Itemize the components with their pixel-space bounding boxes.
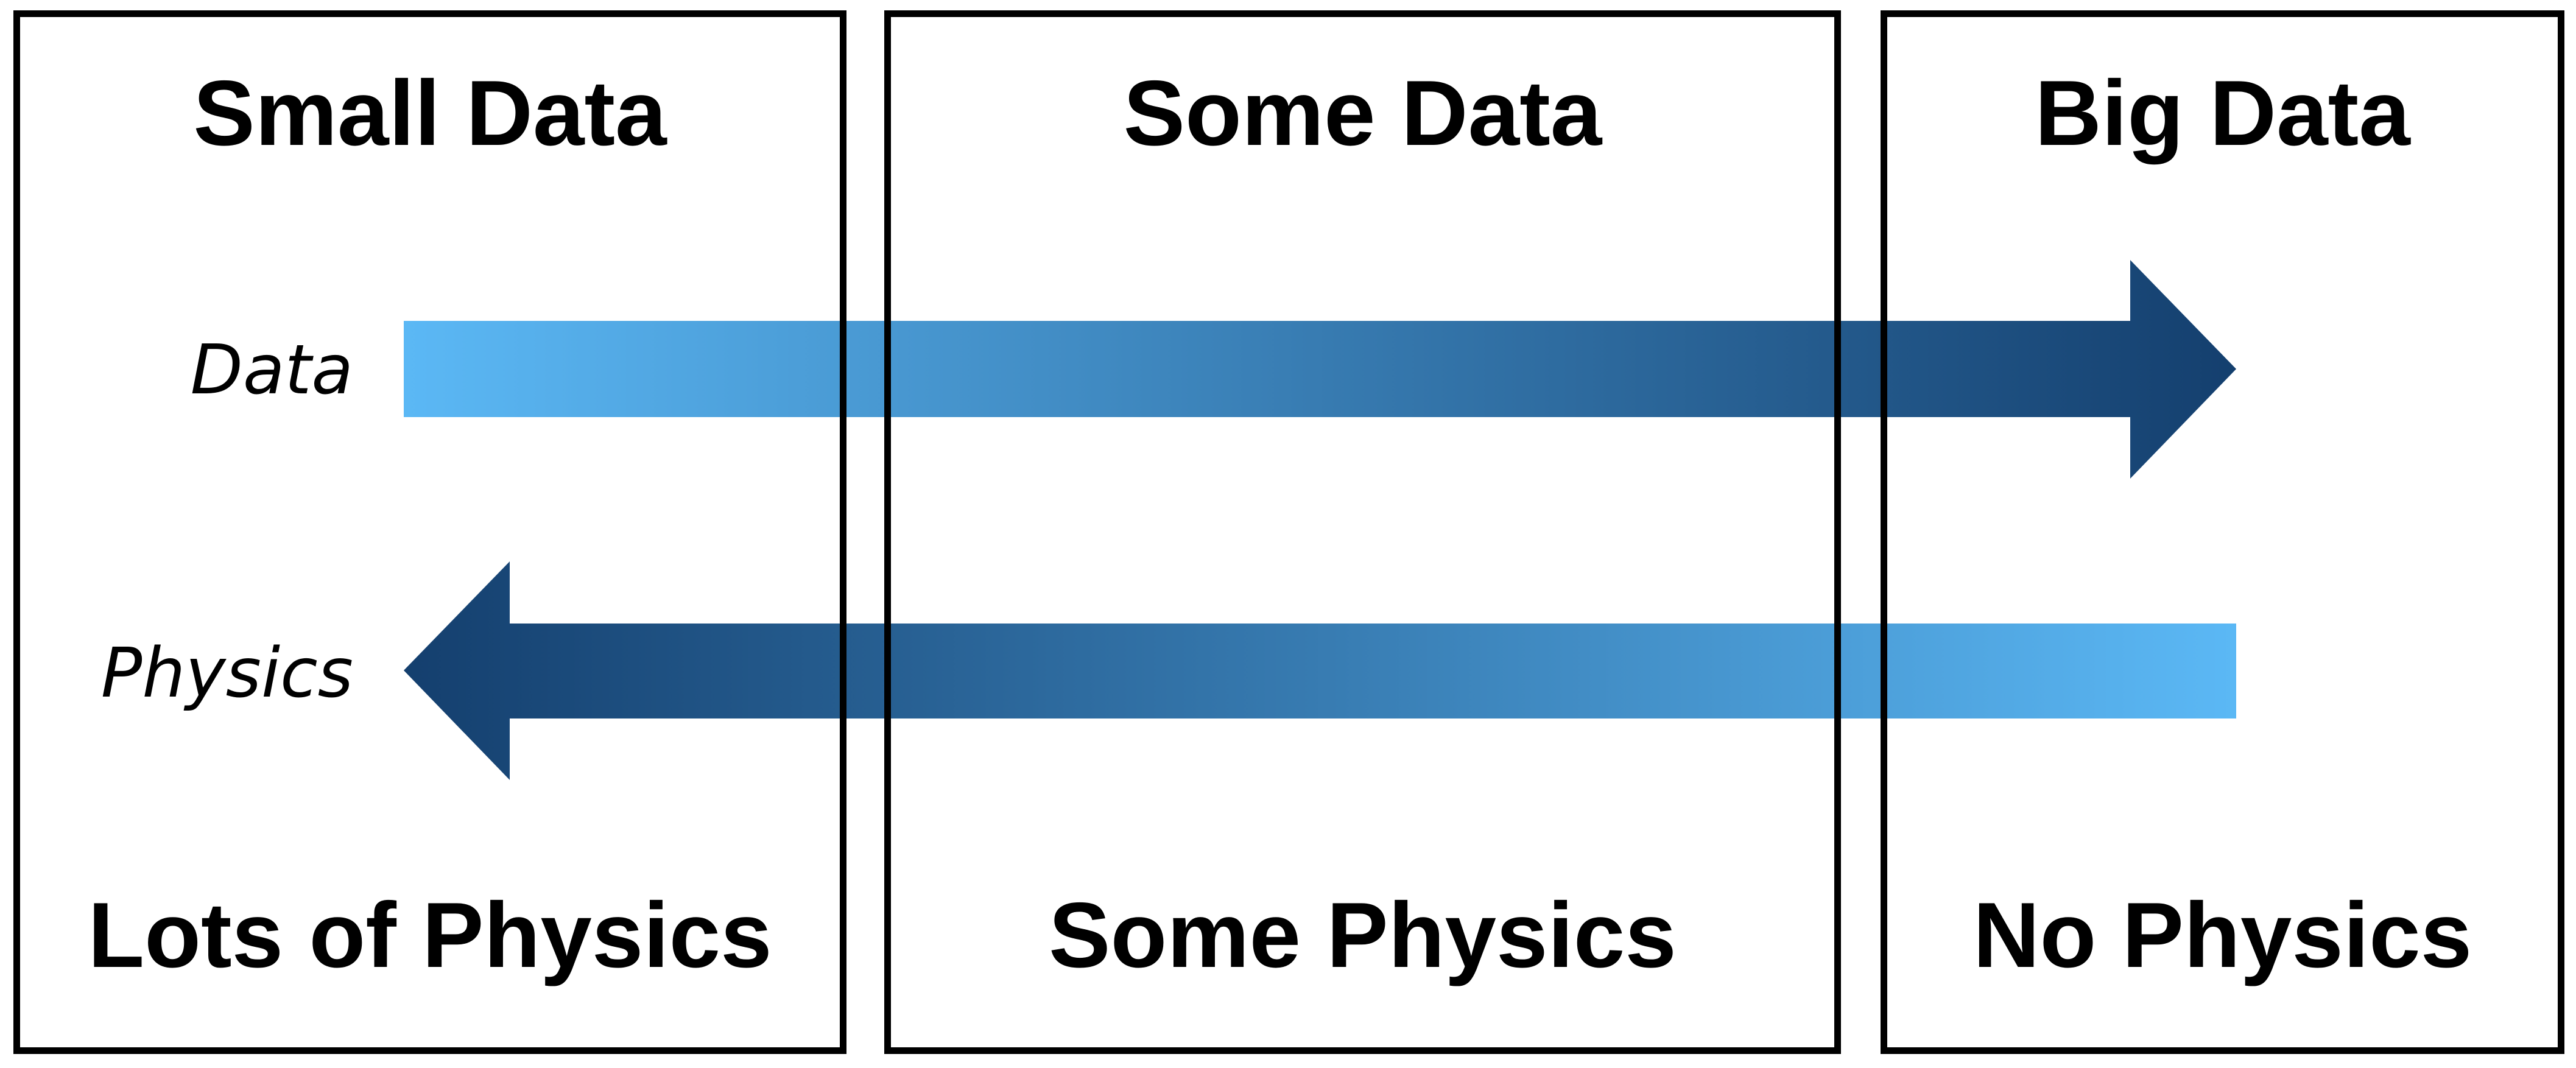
big-data-heading: Big Data <box>2035 61 2410 165</box>
physics-arrow-label: Physics <box>100 634 353 713</box>
data-arrow-label: Data <box>190 331 353 410</box>
data-arrow <box>404 260 2236 479</box>
lots-of-physics-heading: Lots of Physics <box>88 884 772 987</box>
no-physics-heading: No Physics <box>1972 884 2472 987</box>
small-data-panel <box>13 10 846 1054</box>
some-data-heading: Some Data <box>1123 61 1602 165</box>
small-data-heading: Small Data <box>193 61 667 165</box>
physics-arrow <box>404 561 2236 780</box>
some-data-panel <box>884 10 1841 1054</box>
some-physics-heading: Some Physics <box>1049 884 1677 987</box>
big-data-panel <box>1881 10 2564 1054</box>
